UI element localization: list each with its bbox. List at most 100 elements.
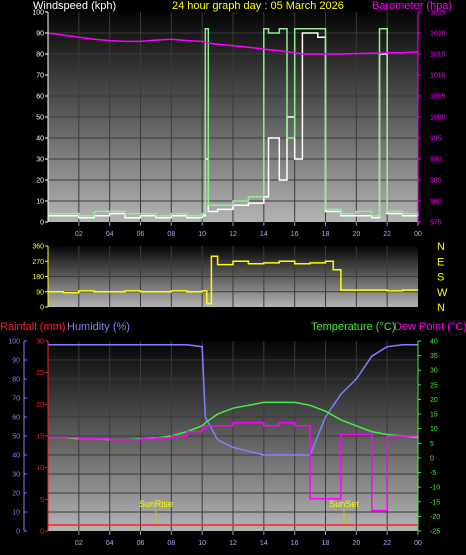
barometer-axis-tick-label: 1015: [430, 52, 446, 59]
hour-tick-label: 14: [260, 540, 268, 547]
barometer-axis-tick-label: 1020: [430, 31, 446, 38]
rain-hour-axis: 02 04 06 08 10 12 14 16 18 20 22 00: [75, 531, 422, 547]
humidity-axis-tick-label: 20: [12, 491, 20, 498]
direction-axis-tick-label: 270: [32, 259, 44, 266]
temperature-axis-tick-label: 0: [430, 455, 434, 462]
wind-series: [47, 28, 419, 219]
series-gust: [48, 28, 419, 217]
temperature-axis-tick-label: -10: [430, 485, 440, 492]
humidity-axis-tick-label: 60: [12, 415, 20, 422]
hour-tick-label: 00: [414, 540, 422, 547]
windspeed-axis-tick-label: 30: [36, 157, 44, 164]
hour-tick-label: 06: [137, 540, 145, 547]
humidity-axis-tick-label: 100: [8, 339, 20, 346]
series-barometer: [47, 32, 419, 55]
compass-label: S: [437, 272, 444, 284]
hour-tick-label: 20: [352, 540, 360, 547]
rainfall-axis-tick-label: 5: [40, 497, 44, 504]
rainfall-axis-tick-label: 20: [36, 402, 44, 409]
direction-axis-tick-label: 0: [40, 305, 44, 312]
rain-series: [48, 344, 419, 526]
barometer-axis-tick-label: 985: [430, 178, 442, 185]
hour-tick-label: 06: [137, 231, 145, 238]
humidity-axis-tick-label: 40: [12, 453, 20, 460]
temperature-axis-tick-label: 35: [430, 353, 438, 360]
barometer-axis-tick-label: 1000: [430, 115, 446, 122]
hour-tick-label: 18: [322, 540, 330, 547]
hour-tick-label: 04: [106, 231, 114, 238]
hour-tick-label: 16: [291, 540, 299, 547]
barometer-axis-tick-label: 990: [430, 157, 442, 164]
chart-title: 24 hour graph day : 05 March 2026: [172, 0, 344, 12]
rainfall-axis-tick-label: 25: [36, 370, 44, 377]
windspeed-axis-tick-label: 10: [36, 199, 44, 206]
windspeed-axis-tick-label: 60: [36, 94, 44, 101]
temperature-axis-label: Temperature (°C): [311, 321, 395, 333]
temperature-axis-tick-label: -15: [430, 499, 440, 506]
barometer-axis-tick-label: 1005: [430, 94, 446, 101]
windspeed-axis-tick-label: 90: [36, 31, 44, 38]
hour-tick-label: 08: [167, 540, 175, 547]
temperature-axis-tick-label: 5: [430, 441, 434, 448]
temperature-axis-tick-label: 40: [430, 339, 438, 346]
windspeed-axis-tick-label: 50: [36, 115, 44, 122]
hour-tick-label: 12: [229, 231, 237, 238]
series-windspeed: [48, 32, 419, 219]
barometer-axis-tick-label: 995: [430, 136, 442, 143]
hour-tick-label: 08: [167, 231, 175, 238]
series-humidity: [48, 344, 418, 456]
temperature-axis: -25 -20 -15 -10 -5 0 5 10 15 20 25 30 35 40: [417, 339, 440, 536]
hour-tick-label: 04: [106, 540, 114, 547]
barometer-axis-label: Barometer (hpa): [372, 0, 452, 12]
windspeed-axis-tick-label: 0: [40, 220, 44, 227]
rainfall-axis-label: Rainfall (mm): [0, 321, 65, 333]
humidity-axis-tick-label: 70: [12, 396, 20, 403]
hour-tick-label: 22: [383, 540, 391, 547]
temperature-axis-tick-label: -5: [430, 470, 436, 477]
hour-tick-label: 02: [75, 540, 83, 547]
compass-label: N: [437, 302, 445, 314]
rainfall-axis-tick-label: 0: [40, 529, 44, 536]
humidity-axis-tick-label: 0: [16, 529, 20, 536]
sunrise-label: SunRise: [139, 499, 173, 509]
series-dew-point: [48, 422, 419, 512]
hour-tick-label: 20: [352, 231, 360, 238]
temperature-axis-tick-label: 15: [430, 412, 438, 419]
rainfall-axis-tick-label: 10: [36, 465, 44, 472]
humidity-axis-tick-label: 30: [12, 472, 20, 479]
compass-label: E: [437, 256, 444, 268]
windspeed-axis-tick-label: 20: [36, 178, 44, 185]
wind-hour-axis: 02 04 06 08 10 12 14 16 18 20 22 00: [75, 222, 422, 238]
hour-tick-label: 14: [260, 231, 268, 238]
hour-tick-label: 22: [383, 231, 391, 238]
temperature-axis-tick-label: -20: [430, 514, 440, 521]
hour-tick-label: 10: [198, 540, 206, 547]
rain-left-axes: 0 10 20 30 40 50 60 70 80 90 100 0 5 10 15 20 25 30: [8, 339, 49, 536]
direction-axis: 0 90 180 270 360: [32, 244, 49, 312]
barometer-axis: 975 980 985 990 995 1000 1005 1010 1015 1020 1025: [417, 10, 446, 227]
compass-label: N: [437, 241, 445, 253]
temperature-axis-tick-label: 10: [430, 426, 438, 433]
rainfall-axis-tick-label: 15: [36, 434, 44, 441]
temperature-axis-tick-label: 25: [430, 382, 438, 389]
direction-axis-tick-label: 90: [36, 289, 44, 296]
wind-left-axis: 0 10 20 30 40 50 60 70 80 90 100: [32, 10, 49, 227]
humidity-axis-tick-label: 90: [12, 358, 20, 365]
temperature-axis-tick-label: -25: [430, 529, 440, 536]
rainfall-axis-tick-label: 30: [36, 339, 44, 346]
hour-tick-label: 00: [414, 231, 422, 238]
direction-axis-tick-label: 360: [32, 244, 44, 251]
barometer-axis-tick-label: 1010: [430, 73, 446, 80]
temperature-axis-tick-label: 20: [430, 397, 438, 404]
sun-markers: SunRise SunSet: [139, 499, 359, 527]
windspeed-axis-tick-label: 70: [36, 73, 44, 80]
humidity-axis-tick-label: 10: [12, 510, 20, 517]
barometer-axis-tick-label: 975: [430, 220, 442, 227]
hour-tick-label: 02: [75, 231, 83, 238]
humidity-axis-tick-label: 80: [12, 377, 20, 384]
windspeed-axis-label: Windspeed (kph): [33, 0, 116, 12]
sunset-label: SunSet: [329, 499, 359, 509]
temperature-axis-tick-label: 30: [430, 368, 438, 375]
hour-tick-label: 16: [291, 231, 299, 238]
barometer-axis-tick-label: 1025: [430, 10, 446, 17]
